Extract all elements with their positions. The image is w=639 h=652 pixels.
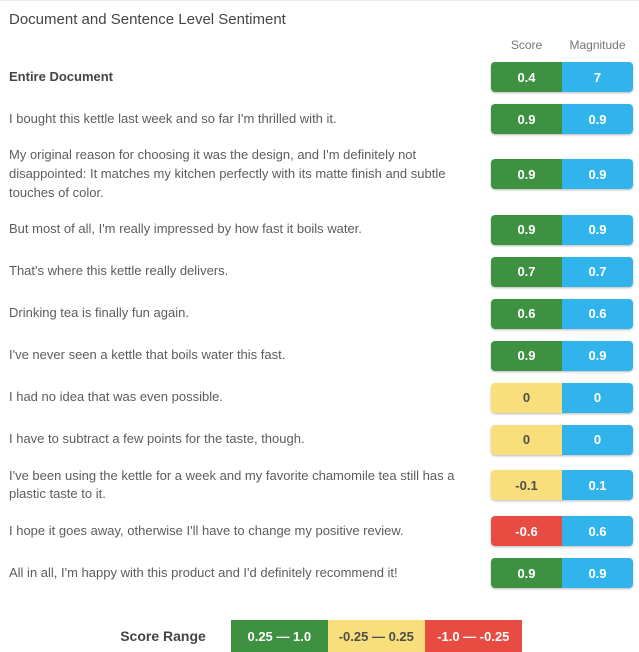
sentence-text: That's where this kettle really delivers… <box>9 263 229 279</box>
sentiment-rows: Entire Document 0.4 7 I bought this kett… <box>9 62 633 600</box>
magnitude-cell: 0.6 <box>562 516 633 547</box>
score-cell: 0.9 <box>491 340 562 371</box>
sentiment-badge: 0 0 <box>491 382 633 413</box>
table-row: Drinking tea is finally fun again. 0.6 0… <box>9 298 633 329</box>
table-row: I had no idea that was even possible. 0 … <box>9 382 633 413</box>
sentence-text: I bought this kettle last week and so fa… <box>9 110 337 126</box>
magnitude-cell: 7 <box>562 62 633 92</box>
magnitude-cell: 0.9 <box>562 558 633 589</box>
sentence-text: But most of all, I'm really impressed by… <box>9 221 362 237</box>
sentiment-badge: 0.9 0.9 <box>491 340 633 371</box>
magnitude-cell: 0.7 <box>562 256 633 287</box>
score-cell: 0 <box>491 424 562 455</box>
magnitude-cell: 0.9 <box>562 214 633 245</box>
sentence-text: I've been using the kettle for a week an… <box>9 467 455 502</box>
table-row: All in all, I'm happy with this product … <box>9 558 633 589</box>
sentence-text: I've never seen a kettle that boils wate… <box>9 347 286 363</box>
sentiment-badge: 0.9 0.9 <box>491 159 633 190</box>
sentence-text: I hope it goes away, otherwise I'll have… <box>9 522 404 538</box>
column-header-magnitude: Magnitude <box>569 38 626 52</box>
table-row: I've never seen a kettle that boils wate… <box>9 340 633 371</box>
sentence-text: Drinking tea is finally fun again. <box>9 305 189 321</box>
score-cell: -0.6 <box>491 516 562 547</box>
score-cell: -0.1 <box>491 470 562 501</box>
table-row: But most of all, I'm really impressed by… <box>9 214 633 245</box>
sentiment-badge: -0.6 0.6 <box>491 516 633 547</box>
magnitude-cell: 0.9 <box>562 159 633 190</box>
score-cell: 0.9 <box>491 558 562 589</box>
sentence-text: I have to subtract a few points for the … <box>9 431 305 447</box>
page-title: Document and Sentence Level Sentiment <box>9 11 286 28</box>
legend-range-neutral: -0.25 — 0.25 <box>327 620 425 652</box>
score-cell: 0 <box>491 382 562 413</box>
magnitude-cell: 0.9 <box>562 104 633 134</box>
score-cell: 0.9 <box>491 104 562 134</box>
table-row: I hope it goes away, otherwise I'll have… <box>9 516 633 547</box>
magnitude-cell: 0 <box>562 382 633 413</box>
sentiment-badge: 0.7 0.7 <box>491 256 633 287</box>
legend-range-positive: 0.25 — 1.0 <box>230 620 328 652</box>
sentence-text: My original reason for choosing it was t… <box>9 147 446 200</box>
score-cell: 0.9 <box>491 159 562 190</box>
magnitude-cell: 0.1 <box>562 470 633 501</box>
column-headers: Score Magnitude <box>9 38 633 52</box>
magnitude-cell: 0.6 <box>562 298 633 329</box>
score-cell: 0.6 <box>491 298 562 329</box>
table-row: I bought this kettle last week and so fa… <box>9 104 633 134</box>
sentiment-badge: -0.1 0.1 <box>491 470 633 501</box>
legend-boxes: 0.25 — 1.0 -0.25 — 0.25 -1.0 — -0.25 <box>230 620 522 652</box>
legend-label: Score Range <box>120 628 206 645</box>
sentence-text: All in all, I'm happy with this product … <box>9 564 398 580</box>
sentiment-badge: 0.9 0.9 <box>491 104 633 134</box>
sentiment-badge: 0.6 0.6 <box>491 298 633 329</box>
table-row: I have to subtract a few points for the … <box>9 424 633 455</box>
table-row: That's where this kettle really delivers… <box>9 256 633 287</box>
table-row-entire-document: Entire Document 0.4 7 <box>9 62 633 92</box>
score-cell: 0.7 <box>491 256 562 287</box>
row-label: Entire Document <box>9 68 114 84</box>
score-cell: 0.9 <box>491 214 562 245</box>
sentiment-badge: 0.9 0.9 <box>491 214 633 245</box>
column-header-score: Score <box>510 38 543 52</box>
magnitude-cell: 0.9 <box>562 340 633 371</box>
sentiment-badge: 0 0 <box>491 424 633 455</box>
sentiment-badge: 0.4 7 <box>491 62 633 92</box>
table-row: My original reason for choosing it was t… <box>9 146 633 203</box>
magnitude-cell: 0 <box>562 424 633 455</box>
score-range-legend: Score Range 0.25 — 1.0 -0.25 — 0.25 -1.0… <box>9 620 633 652</box>
table-row: I've been using the kettle for a week an… <box>9 467 633 505</box>
sentiment-badge: 0.9 0.9 <box>491 558 633 589</box>
sentence-text: I had no idea that was even possible. <box>9 389 223 405</box>
legend-range-negative: -1.0 — -0.25 <box>424 620 522 652</box>
score-cell: 0.4 <box>491 62 562 92</box>
